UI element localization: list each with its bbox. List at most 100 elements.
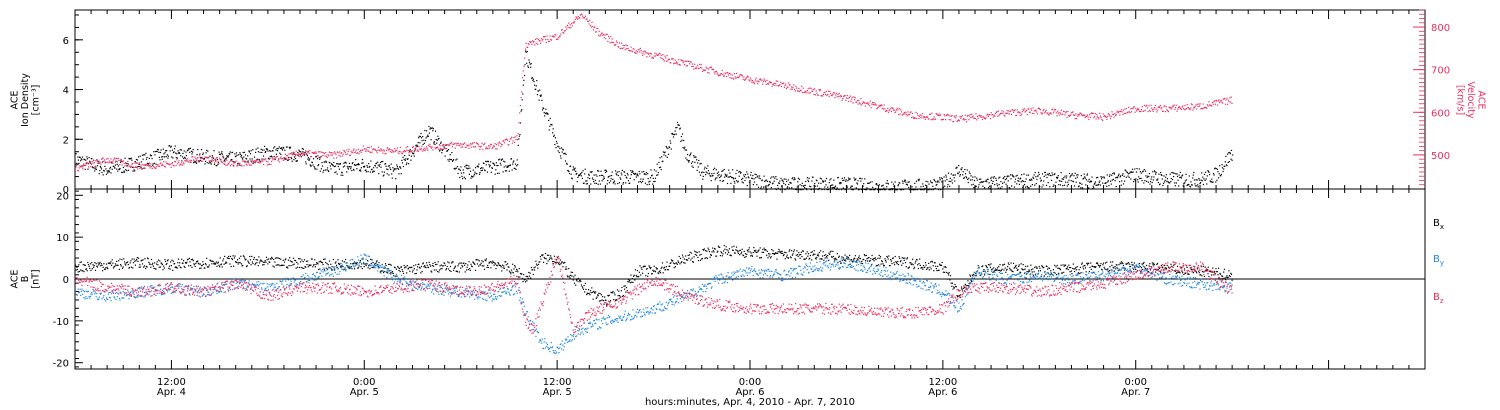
data-point-bx bbox=[553, 255, 556, 257]
data-point-velocity bbox=[1044, 111, 1046, 113]
data-point-velocity bbox=[885, 110, 887, 112]
data-point-bx bbox=[445, 268, 448, 270]
data-point-velocity bbox=[866, 102, 868, 104]
data-point-density bbox=[145, 158, 148, 160]
data-point-velocity bbox=[516, 139, 519, 141]
data-point-density bbox=[321, 165, 324, 167]
data-point-velocity bbox=[658, 52, 660, 55]
data-point-density bbox=[1044, 171, 1046, 173]
data-point-velocity bbox=[589, 24, 592, 27]
data-point-density bbox=[636, 174, 638, 176]
data-point-velocity bbox=[1193, 107, 1195, 109]
data-point-velocity bbox=[482, 144, 485, 146]
data-point-density bbox=[890, 189, 892, 191]
data-point-density bbox=[620, 172, 622, 174]
data-point-velocity bbox=[76, 164, 78, 166]
data-point-density bbox=[459, 169, 461, 171]
data-point-density bbox=[832, 184, 834, 186]
data-point-velocity bbox=[503, 142, 506, 144]
data-point-velocity bbox=[488, 147, 490, 149]
data-point-density bbox=[906, 184, 909, 186]
data-point-density bbox=[1196, 179, 1198, 181]
data-point-bx bbox=[235, 261, 237, 263]
data-point-bx bbox=[264, 260, 266, 262]
data-point-bx bbox=[295, 267, 297, 269]
data-point-velocity bbox=[696, 66, 698, 68]
data-point-velocity bbox=[1034, 110, 1036, 112]
data-point-density bbox=[904, 179, 906, 181]
data-point-density bbox=[130, 157, 132, 159]
data-point-density bbox=[855, 178, 857, 180]
data-point-bx bbox=[239, 262, 241, 264]
data-point-bx bbox=[490, 261, 493, 263]
data-point-density bbox=[851, 185, 853, 187]
data-point-bx bbox=[296, 261, 298, 263]
data-point-bx bbox=[724, 252, 727, 254]
data-point-velocity bbox=[440, 148, 442, 150]
data-point-bx bbox=[190, 259, 192, 261]
data-point-density bbox=[822, 180, 824, 182]
data-point-density bbox=[298, 149, 300, 151]
top-panel: ACEIon Density[cm⁻³] ACEVelocity[km/s] 0… bbox=[10, 9, 1487, 196]
data-point-bx bbox=[466, 266, 468, 268]
data-point-density bbox=[185, 151, 187, 153]
data-point-velocity bbox=[148, 162, 150, 164]
data-point-density bbox=[239, 153, 241, 155]
data-point-velocity bbox=[991, 114, 993, 116]
data-point-velocity bbox=[472, 146, 474, 148]
data-point-density bbox=[928, 183, 930, 185]
data-point-velocity bbox=[1006, 110, 1008, 112]
data-point-velocity bbox=[412, 147, 414, 149]
data-point-density bbox=[556, 142, 558, 144]
data-point-density bbox=[178, 151, 180, 154]
data-point-density bbox=[423, 139, 425, 141]
data-point-density bbox=[743, 174, 745, 176]
data-point-velocity bbox=[945, 119, 947, 121]
data-point-bx bbox=[256, 262, 258, 264]
data-point-bx bbox=[265, 256, 268, 258]
data-point-velocity bbox=[676, 62, 678, 64]
data-point-velocity bbox=[566, 28, 568, 30]
data-point-density bbox=[464, 178, 466, 180]
data-point-velocity bbox=[1174, 108, 1176, 110]
data-point-density bbox=[876, 184, 878, 186]
data-point-bx bbox=[288, 265, 290, 267]
data-point-density bbox=[234, 153, 236, 155]
data-point-density bbox=[594, 179, 596, 181]
data-point-bx bbox=[308, 264, 310, 266]
data-point-density bbox=[747, 176, 749, 178]
data-point-density bbox=[997, 187, 999, 189]
data-point-density bbox=[962, 174, 964, 176]
data-point-density bbox=[1196, 185, 1198, 187]
data-point-density bbox=[318, 164, 320, 166]
data-point-density bbox=[562, 148, 564, 151]
data-point-bx bbox=[519, 276, 521, 278]
data-point-bx bbox=[208, 264, 210, 266]
data-point-velocity bbox=[221, 161, 223, 163]
data-point-velocity bbox=[535, 42, 537, 44]
data-point-density bbox=[261, 151, 263, 154]
data-point-density bbox=[552, 128, 554, 130]
data-point-density bbox=[653, 180, 655, 183]
data-point-density bbox=[662, 160, 664, 162]
data-point-bx bbox=[143, 266, 145, 268]
data-point-density bbox=[603, 177, 605, 179]
data-point-velocity bbox=[525, 42, 527, 44]
data-point-density bbox=[957, 173, 959, 175]
data-point-bx bbox=[793, 251, 795, 253]
data-point-density bbox=[1029, 179, 1031, 181]
density-ylabel-line: ACE bbox=[10, 91, 21, 110]
data-point-density bbox=[745, 177, 747, 179]
data-point-bx bbox=[99, 261, 101, 263]
data-point-bx bbox=[514, 265, 516, 267]
data-point-bx bbox=[591, 287, 593, 289]
data-point-density bbox=[210, 163, 212, 165]
data-point-density bbox=[495, 169, 497, 171]
data-point-density bbox=[719, 177, 721, 179]
data-point-velocity bbox=[187, 161, 189, 163]
data-point-velocity bbox=[665, 60, 668, 62]
data-point-density bbox=[435, 130, 437, 132]
data-point-density bbox=[507, 166, 509, 168]
data-point-velocity bbox=[533, 41, 535, 43]
data-point-density bbox=[1193, 171, 1195, 174]
